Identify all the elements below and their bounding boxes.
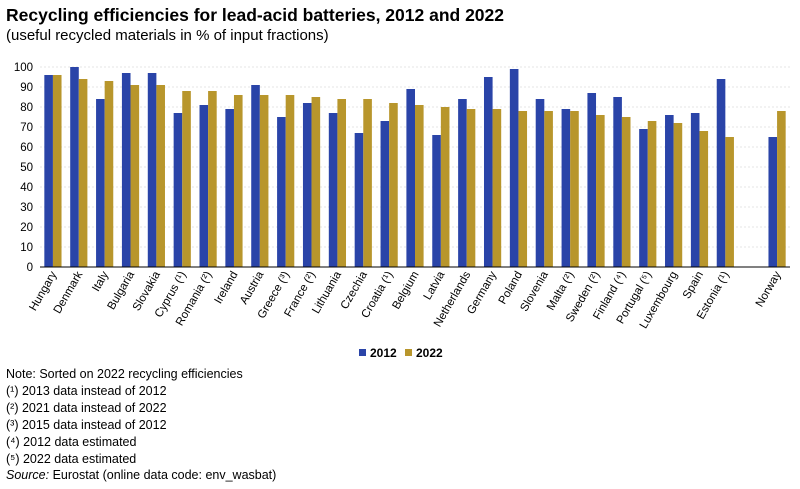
bar-2012	[535, 99, 545, 267]
bar-2022	[52, 75, 62, 267]
bar-2022	[440, 107, 450, 267]
bar-2012	[690, 113, 700, 267]
y-tick-label: 90	[20, 82, 33, 94]
bar-2012	[768, 137, 778, 267]
bar-2022	[544, 111, 553, 267]
bar-2012	[251, 85, 260, 267]
source-text: Eurostat (online data code: env_wasbat)	[49, 468, 277, 483]
y-tick-label: 20	[20, 222, 33, 234]
y-tick-label: 100	[14, 62, 33, 74]
bar-2022	[647, 121, 657, 267]
bar-2012	[173, 113, 183, 267]
note-3: (³) 2015 data instead of 2012	[6, 417, 167, 432]
bar-2022	[621, 117, 631, 267]
x-tick-label: Poland	[497, 270, 525, 307]
legend-label-2012: 2012	[370, 346, 397, 360]
bar-2022	[596, 115, 605, 267]
bar-2012	[44, 75, 53, 267]
bar-2012	[225, 109, 234, 267]
bar-2022	[337, 99, 347, 267]
bar-2012	[121, 73, 131, 267]
bar-2022	[699, 131, 709, 267]
bar-2012	[354, 133, 364, 267]
source-line: Source: Eurostat (online data code: env_…	[6, 467, 276, 484]
bar-2012	[328, 113, 338, 267]
bar-2022	[518, 111, 528, 267]
bar-2012	[716, 79, 726, 267]
bar-2022	[492, 109, 502, 267]
y-tick-label: 40	[20, 182, 33, 194]
x-tick-label: Ireland	[213, 270, 241, 306]
bar-2012	[458, 99, 467, 267]
bar-2022	[363, 99, 372, 267]
bar-2022	[570, 111, 579, 267]
bar-2022	[389, 103, 398, 267]
bar-2022	[259, 95, 269, 267]
y-tick-label: 60	[20, 142, 33, 154]
x-tick-label: Spain	[681, 270, 706, 301]
bar-2022	[156, 85, 165, 267]
bar-2012	[432, 135, 441, 267]
note-sorting: Note: Sorted on 2022 recycling efficienc…	[6, 367, 243, 381]
x-tick-label: Latvia	[422, 269, 448, 302]
bar-2022	[233, 95, 243, 267]
bar-2012	[199, 105, 209, 267]
legend-swatch-2022	[405, 349, 412, 356]
source-label: Source:	[6, 468, 50, 483]
bar-2022	[130, 85, 140, 267]
note-2: (²) 2021 data instead of 2022	[6, 400, 167, 415]
bar-2022	[78, 79, 88, 267]
y-tick-label: 0	[27, 262, 33, 274]
y-tick-label: 70	[20, 122, 33, 134]
bar-2012	[147, 73, 157, 267]
x-tick-label: Norway	[754, 269, 784, 309]
legend-swatch-2012	[359, 349, 366, 356]
bar-2012	[665, 115, 674, 267]
footnotes: Note: Sorted on 2022 recycling efficienc…	[6, 366, 276, 484]
x-tick-label: Austria	[238, 269, 267, 307]
bar-2012	[277, 117, 286, 267]
bar-2022	[285, 95, 295, 267]
y-tick-label: 10	[20, 242, 33, 254]
note-4: (⁴) 2012 data estimated	[6, 434, 137, 449]
bar-2022	[777, 111, 786, 267]
bar-2022	[311, 97, 321, 267]
note-1: (¹) 2013 data instead of 2012	[6, 383, 167, 398]
legend-label-2022: 2022	[416, 346, 443, 360]
bar-2022	[725, 137, 734, 267]
bar-2012	[483, 77, 493, 267]
bar-2012	[302, 103, 312, 267]
bar-2012	[639, 129, 648, 267]
bar-2022	[415, 105, 424, 267]
bar-2012	[613, 97, 622, 267]
bar-2022	[208, 91, 217, 267]
y-tick-label: 80	[20, 102, 33, 114]
bar-2022	[466, 109, 476, 267]
bar-2022	[182, 91, 191, 267]
bar-2022	[673, 123, 683, 267]
bar-2012	[380, 121, 390, 267]
bar-2012	[587, 93, 597, 267]
chart-subtitle: (useful recycled materials in % of input…	[6, 27, 329, 44]
bar-2012	[406, 89, 415, 267]
bar-2012	[509, 69, 519, 267]
x-tick-label: Italy	[90, 269, 111, 293]
y-tick-label: 30	[20, 202, 33, 214]
chart-title: Recycling efficiencies for lead-acid bat…	[6, 5, 505, 25]
bar-2022	[104, 81, 114, 267]
bar-2012	[70, 67, 79, 267]
y-tick-label: 50	[20, 162, 33, 174]
bar-2012	[96, 99, 105, 267]
bar-2012	[561, 109, 571, 267]
note-5: (⁵) 2022 data estimated	[6, 451, 137, 466]
